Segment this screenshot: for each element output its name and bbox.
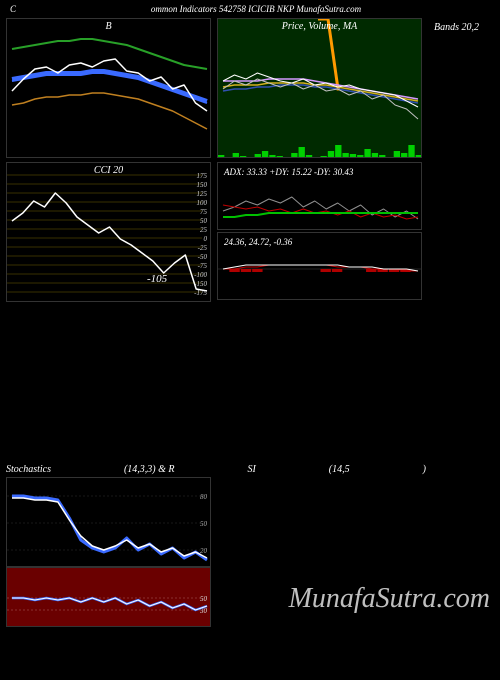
svg-text:100: 100 bbox=[197, 199, 208, 207]
watermark: MunafaSutra.com bbox=[289, 583, 490, 615]
svg-text:75: 75 bbox=[200, 208, 208, 216]
cci-callout: -105 bbox=[147, 273, 167, 285]
cci-panel: CCI 20 1751501251007550250-25-50-75-100-… bbox=[6, 162, 211, 302]
svg-text:-75: -75 bbox=[198, 262, 208, 270]
svg-text:125: 125 bbox=[197, 190, 208, 198]
rsi-panel: 5030 bbox=[6, 567, 211, 627]
stoch-title-mid: (14,3,3) & R bbox=[124, 464, 175, 475]
bb-chart bbox=[7, 19, 211, 158]
macd-label: 24.36, 24.72, -0.36 bbox=[224, 237, 292, 247]
stoch-title-r2: (14,5 bbox=[329, 464, 350, 475]
svg-text:80: 80 bbox=[200, 493, 208, 501]
page-header: C ommon Indicators 542758 ICICIB NKP Mun… bbox=[0, 0, 500, 18]
svg-text:50: 50 bbox=[200, 520, 208, 528]
svg-text:20: 20 bbox=[200, 547, 208, 555]
ma-title: Price, Volume, MA bbox=[218, 19, 421, 34]
svg-text:-50: -50 bbox=[198, 253, 208, 261]
svg-text:0: 0 bbox=[204, 235, 208, 243]
adx-title: ADX & MACD 12,26,9 bbox=[218, 162, 421, 164]
svg-text:-100: -100 bbox=[194, 271, 207, 279]
stoch-title-row: Stochastics (14,3,3) & R SI (14,5 ) bbox=[6, 462, 426, 477]
stoch-title-left: Stochastics bbox=[6, 464, 51, 475]
cci-title: CCI 20 bbox=[7, 163, 210, 178]
svg-text:50: 50 bbox=[200, 217, 208, 225]
adx-panel: ADX & MACD 12,26,9 ADX: 33.33 +DY: 15.22… bbox=[217, 162, 422, 230]
rsi-chart: 5030 bbox=[7, 568, 211, 627]
bands-label: Bands 20,2 bbox=[434, 18, 479, 158]
stoch-chart: 80 50 20 bbox=[7, 478, 211, 567]
bb-panel: B bbox=[6, 18, 211, 158]
svg-text:50: 50 bbox=[200, 595, 208, 603]
stoch-title-r3: ) bbox=[423, 464, 426, 475]
svg-text:150: 150 bbox=[197, 181, 208, 189]
stoch-title-r1: SI bbox=[247, 464, 255, 475]
header-center: ommon Indicators 542758 ICICIB NKP Munaf… bbox=[151, 4, 361, 14]
macd-panel: 24.36, 24.72, -0.36 bbox=[217, 232, 422, 300]
header-left: C bbox=[10, 4, 16, 14]
adx-label: ADX: 33.33 +DY: 15.22 -DY: 30.43 bbox=[224, 167, 353, 177]
svg-text:-25: -25 bbox=[198, 244, 208, 252]
bb-title: B bbox=[7, 19, 210, 34]
stoch-panel: 80 50 20 bbox=[6, 477, 211, 567]
ma-chart bbox=[218, 19, 422, 158]
cci-chart: 1751501251007550250-25-50-75-100-150-175 bbox=[7, 163, 211, 302]
svg-text:25: 25 bbox=[200, 226, 208, 234]
ma-panel: Price, Volume, MA bbox=[217, 18, 422, 158]
